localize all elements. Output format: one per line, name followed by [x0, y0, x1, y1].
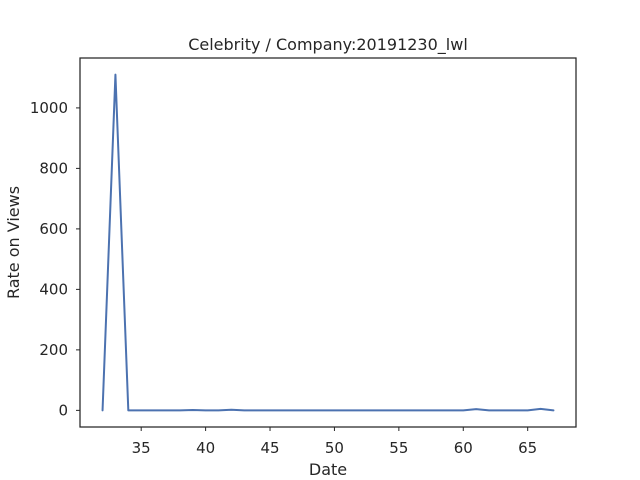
x-tick-label: 60: [454, 439, 473, 457]
plot-area: [101, 73, 555, 412]
plot-frame: [79, 57, 577, 428]
x-tick-label: 45: [260, 439, 279, 457]
y-tick-label: 200: [39, 341, 68, 359]
y-tick-label: 800: [39, 159, 68, 177]
x-tick-label: 50: [325, 439, 344, 457]
y-tick-label: 600: [39, 220, 68, 238]
y-axis: 0 200 400 600 800 1000: [30, 99, 80, 419]
x-tick-label: 40: [196, 439, 215, 457]
y-tick-label: 0: [58, 401, 68, 419]
x-axis: 35 40 45 50 55 60 65: [132, 427, 537, 457]
y-tick-label: 1000: [30, 99, 68, 117]
x-tick-label: 65: [518, 439, 537, 457]
series-line: [101, 73, 555, 412]
chart-title: Celebrity / Company:20191230_lwl: [188, 35, 468, 55]
y-tick-label: 400: [39, 280, 68, 298]
x-tick-label: 35: [132, 439, 151, 457]
x-axis-label: Date: [309, 460, 347, 479]
y-axis-label: Rate on Views: [4, 186, 23, 299]
x-tick-label: 55: [389, 439, 408, 457]
